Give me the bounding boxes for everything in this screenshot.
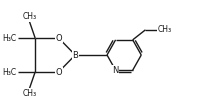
Text: H₃C: H₃C bbox=[2, 34, 16, 42]
Text: CH₃: CH₃ bbox=[22, 12, 36, 21]
Text: B: B bbox=[72, 50, 78, 60]
Text: N: N bbox=[112, 66, 119, 75]
Text: O: O bbox=[55, 34, 62, 42]
Text: CH₃: CH₃ bbox=[158, 25, 172, 34]
Text: H₃C: H₃C bbox=[2, 68, 16, 76]
Text: CH₃: CH₃ bbox=[22, 89, 36, 98]
Text: O: O bbox=[55, 68, 62, 76]
